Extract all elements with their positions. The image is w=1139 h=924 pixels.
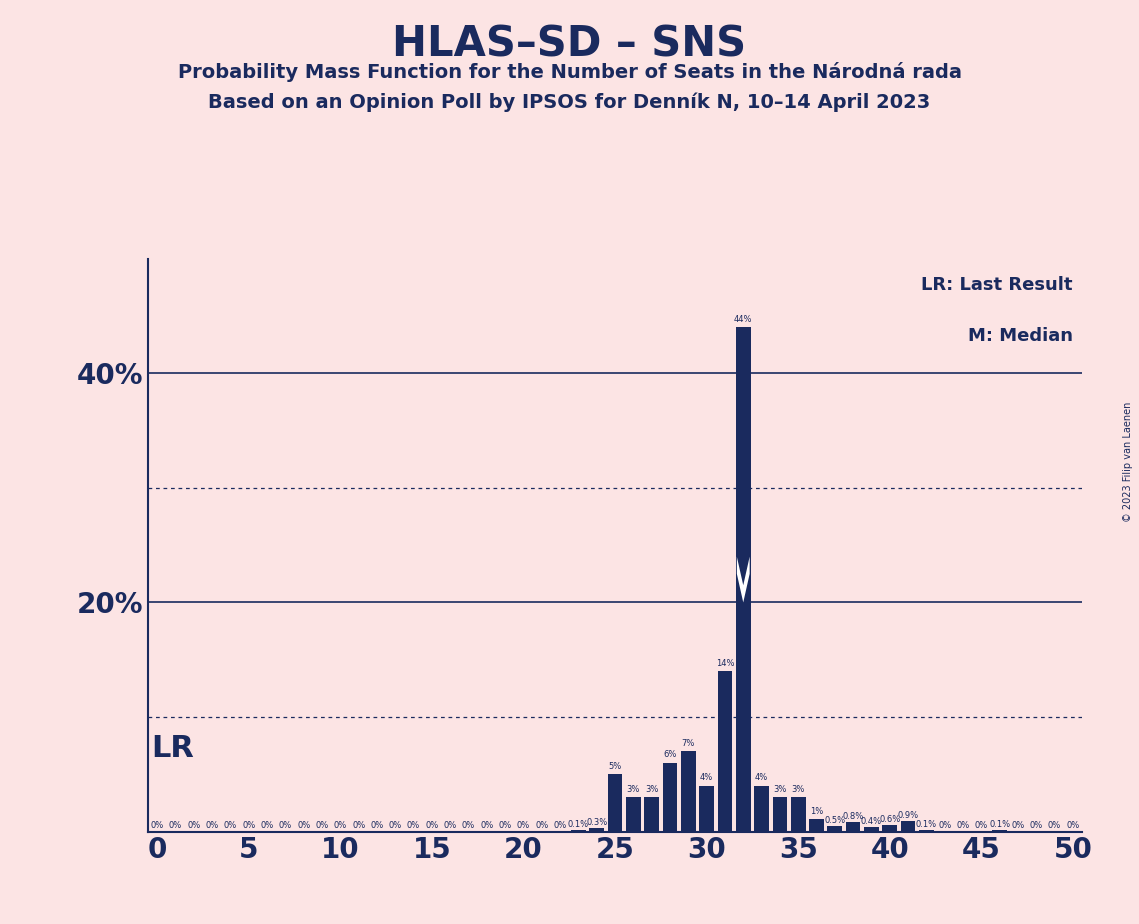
Bar [865,827,879,832]
Bar [901,821,916,832]
Text: 44%: 44% [734,315,753,324]
Text: 0%: 0% [1066,821,1080,831]
Text: 6%: 6% [663,750,677,760]
Bar [754,785,769,832]
Text: 0%: 0% [370,821,384,831]
Text: 0%: 0% [1048,821,1062,831]
Text: 0%: 0% [150,821,164,831]
Text: Based on an Opinion Poll by IPSOS for Denník N, 10–14 April 2023: Based on an Opinion Poll by IPSOS for De… [208,92,931,112]
Text: 0.5%: 0.5% [825,816,845,825]
Text: 0.1%: 0.1% [989,821,1010,830]
Text: 0%: 0% [517,821,530,831]
Text: 4%: 4% [700,773,713,783]
Bar [809,819,823,832]
Text: 5%: 5% [608,762,622,771]
Text: 0%: 0% [535,821,549,831]
Text: 0%: 0% [224,821,237,831]
Bar [681,751,696,832]
Bar [919,831,934,832]
Text: 0%: 0% [443,821,457,831]
Text: 0%: 0% [352,821,366,831]
Text: 0%: 0% [1030,821,1043,831]
Bar [992,831,1007,832]
Text: © 2023 Filip van Laenen: © 2023 Filip van Laenen [1123,402,1133,522]
Text: LR: Last Result: LR: Last Result [921,276,1073,294]
Text: 3%: 3% [626,784,640,794]
Text: 0.6%: 0.6% [879,815,901,823]
Text: 0.1%: 0.1% [916,821,937,830]
Bar [772,797,787,832]
Bar [608,774,622,832]
Text: HLAS–SD – SNS: HLAS–SD – SNS [393,23,746,65]
Text: 0%: 0% [939,821,951,831]
Text: 0%: 0% [481,821,493,831]
Bar [663,763,678,832]
Text: 0%: 0% [957,821,969,831]
Text: LR: LR [151,735,195,763]
Text: 0%: 0% [169,821,182,831]
Text: 0%: 0% [261,821,273,831]
Text: 0%: 0% [334,821,347,831]
Text: 0.1%: 0.1% [568,821,589,830]
Text: 0%: 0% [554,821,567,831]
Text: 0%: 0% [425,821,439,831]
Text: 0%: 0% [316,821,329,831]
Text: 0%: 0% [205,821,219,831]
Polygon shape [737,556,749,602]
Bar [846,822,860,832]
Text: 14%: 14% [715,659,735,668]
Bar [736,327,751,832]
Text: 0%: 0% [499,821,511,831]
Text: 0.9%: 0.9% [898,811,919,821]
Text: 3%: 3% [773,784,787,794]
Bar [699,785,714,832]
Bar [571,831,585,832]
Text: 0.8%: 0.8% [843,812,863,821]
Bar [626,797,641,832]
Bar [790,797,805,832]
Text: 0%: 0% [279,821,292,831]
Bar [828,826,842,832]
Text: 0.4%: 0.4% [861,817,882,826]
Text: 0%: 0% [462,821,475,831]
Text: 0%: 0% [187,821,200,831]
Text: M: Median: M: Median [968,327,1073,346]
Text: 1%: 1% [810,807,823,816]
Text: Probability Mass Function for the Number of Seats in the Národná rada: Probability Mass Function for the Number… [178,62,961,82]
Bar [718,671,732,832]
Text: 0.3%: 0.3% [587,818,607,827]
Text: 0%: 0% [297,821,310,831]
Text: 3%: 3% [792,784,805,794]
Text: 0%: 0% [388,821,402,831]
Bar [883,825,898,832]
Text: 7%: 7% [681,739,695,748]
Text: 0%: 0% [243,821,255,831]
Text: 0%: 0% [407,821,420,831]
Text: 0%: 0% [1011,821,1025,831]
Text: 0%: 0% [975,821,988,831]
Text: 3%: 3% [645,784,658,794]
Bar [645,797,659,832]
Text: 4%: 4% [755,773,768,783]
Bar [589,828,604,832]
